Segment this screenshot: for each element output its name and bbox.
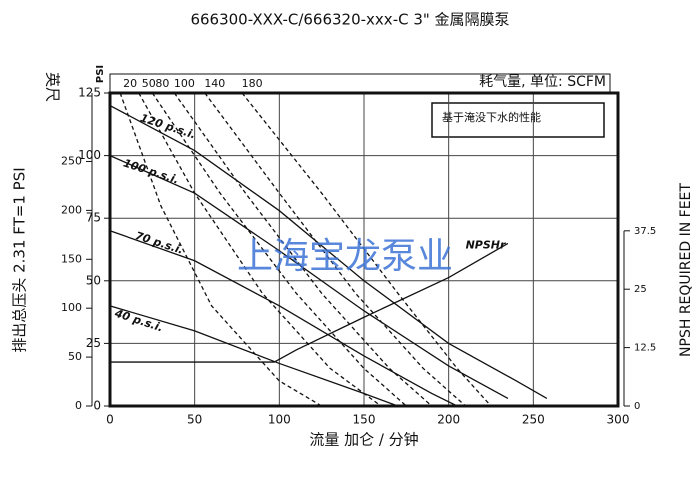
psi-unit: PSI [95, 65, 106, 83]
air-curve [138, 92, 382, 407]
curve-label: 100 p.s.i. [122, 156, 181, 186]
psi-tick-label: 100 [61, 301, 82, 314]
y-axis-title: 排出总压头 2.31 FT=1 PSI [11, 167, 29, 352]
y2-tick-label: 0 [634, 401, 640, 412]
air-curve-label: 140 [204, 77, 225, 90]
air-curve [173, 92, 433, 407]
note: 基于淹没下水的性能 [442, 110, 541, 124]
curve-label: NPSHr [466, 239, 506, 252]
x-tick-label: 200 [437, 413, 460, 427]
y-tick-label: 125 [78, 86, 101, 100]
x-tick-label: 50 [187, 413, 202, 427]
y2-tick-label: 12.5 [634, 343, 656, 354]
chart-title: 666300-XXX-C/666320-xxx-C 3" 金属隔膜泵 [190, 11, 509, 29]
pump-curve [109, 104, 548, 400]
x-tick-label: 300 [607, 413, 630, 427]
y2-tick-label: 37.5 [634, 226, 656, 237]
pump-curve [109, 305, 399, 407]
watermark: 上海宝龙泵业 [237, 236, 453, 277]
pump-curve [110, 242, 509, 363]
air-curve-label: 80 [155, 77, 169, 90]
note-box [431, 102, 605, 138]
y-unit: 英尺 [44, 72, 62, 102]
air-curve-label: 180 [242, 77, 263, 90]
y-tick-label: 0 [93, 399, 101, 413]
y-tick-label: 100 [78, 148, 101, 162]
y2-tick-label: 25 [634, 284, 647, 295]
air-curve-label: 20 [123, 77, 137, 90]
air-curve-label: 100 [174, 77, 195, 90]
air-curve-label: 50 [142, 77, 156, 90]
psi-tick-label: 200 [61, 203, 82, 216]
y-tick-label: 75 [86, 211, 101, 225]
x-tick-label: 100 [268, 413, 291, 427]
air-curve [119, 92, 322, 407]
y2-axis-title: NPSH REQUIRED IN FEET [678, 183, 694, 357]
pump-curve [109, 230, 458, 407]
air-curve [151, 92, 407, 407]
x-axis-title: 流量 加仑 / 分钟 [309, 431, 418, 449]
y-tick-label: 50 [86, 273, 101, 287]
y-tick-label: 25 [86, 336, 101, 350]
psi-tick-label: 0 [75, 399, 82, 412]
curve-label: 40 p.s.i. [112, 306, 164, 334]
air-curve [241, 92, 492, 407]
psi-tick-label: 50 [68, 350, 82, 363]
psi-tick-label: 250 [61, 154, 82, 167]
air-label-frame [109, 73, 611, 94]
x-tick-label: 150 [353, 413, 376, 427]
air-label: 耗气量, 单位: SCFM [479, 74, 606, 90]
pump-curve [109, 155, 509, 400]
x-tick-label: 250 [522, 413, 545, 427]
x-tick-label: 0 [106, 413, 114, 427]
psi-tick-label: 150 [61, 252, 82, 265]
curve-label: 70 p.s.i. [134, 229, 185, 257]
